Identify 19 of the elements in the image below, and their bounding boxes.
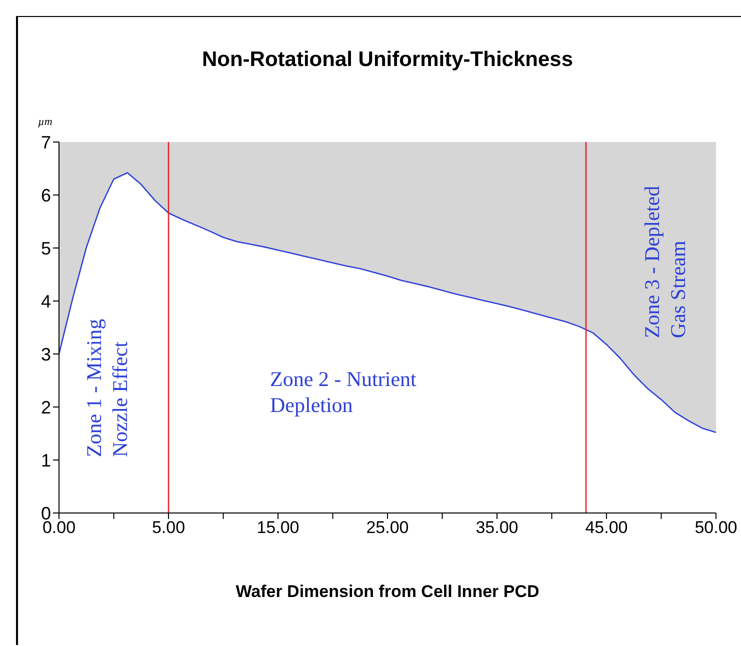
- x-tick-label: 25.00: [366, 518, 409, 538]
- x-tick-label: 15.00: [256, 518, 300, 538]
- y-tick-label: 3: [40, 344, 51, 364]
- x-tick-label: 35.00: [476, 518, 518, 538]
- y-axis-title: µm: [38, 116, 52, 128]
- annotation: Zone 2 - Nutrient Depletion: [270, 366, 416, 418]
- y-tick-label: 7: [40, 132, 51, 152]
- annotation: Zone 3 - Depleted Gas Stream: [639, 186, 691, 338]
- y-tick-label: 5: [40, 238, 51, 258]
- y-tick-label: 1: [40, 450, 51, 470]
- annotation: Zone 1 - Mixing Nozzle Effect: [81, 318, 133, 458]
- x-tick-label: 50.00: [694, 518, 738, 538]
- x-axis-title: Wafer Dimension from Cell Inner PCD: [234, 582, 540, 602]
- x-tick-label: 5.00: [152, 518, 186, 538]
- chart-title: Non-Rotational Uniformity-Thickness: [200, 48, 574, 72]
- x-tick-label: 45.00: [585, 518, 628, 538]
- y-tick-label: 6: [40, 185, 51, 206]
- y-tick-label: 2: [40, 397, 51, 418]
- y-tick-label: 4: [40, 291, 51, 312]
